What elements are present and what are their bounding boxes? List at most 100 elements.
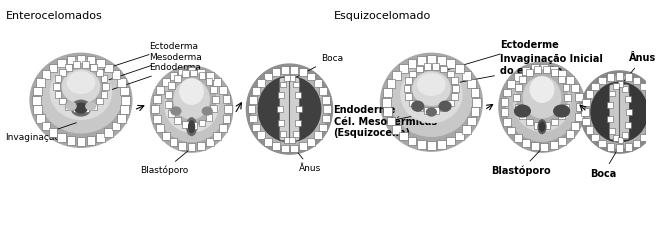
FancyBboxPatch shape xyxy=(293,131,299,137)
Ellipse shape xyxy=(515,105,530,117)
Ellipse shape xyxy=(67,72,95,94)
FancyBboxPatch shape xyxy=(153,115,161,123)
FancyBboxPatch shape xyxy=(182,70,188,77)
FancyBboxPatch shape xyxy=(82,61,89,68)
FancyBboxPatch shape xyxy=(649,118,656,125)
Ellipse shape xyxy=(150,66,233,152)
FancyBboxPatch shape xyxy=(503,89,511,96)
FancyBboxPatch shape xyxy=(197,142,205,150)
FancyBboxPatch shape xyxy=(57,59,66,67)
FancyBboxPatch shape xyxy=(607,116,613,122)
Ellipse shape xyxy=(186,118,196,136)
FancyBboxPatch shape xyxy=(248,105,256,113)
FancyBboxPatch shape xyxy=(36,78,45,87)
FancyBboxPatch shape xyxy=(314,79,322,87)
FancyBboxPatch shape xyxy=(281,66,289,74)
Ellipse shape xyxy=(517,70,567,125)
FancyBboxPatch shape xyxy=(399,131,408,140)
FancyBboxPatch shape xyxy=(168,82,175,89)
FancyBboxPatch shape xyxy=(59,98,66,104)
FancyBboxPatch shape xyxy=(219,124,227,132)
FancyBboxPatch shape xyxy=(96,69,103,76)
FancyBboxPatch shape xyxy=(455,131,464,140)
FancyBboxPatch shape xyxy=(409,100,416,106)
FancyBboxPatch shape xyxy=(451,77,458,84)
FancyBboxPatch shape xyxy=(462,71,471,80)
FancyBboxPatch shape xyxy=(625,122,631,128)
FancyBboxPatch shape xyxy=(210,86,217,93)
FancyBboxPatch shape xyxy=(387,79,395,88)
FancyBboxPatch shape xyxy=(613,83,619,89)
FancyBboxPatch shape xyxy=(76,137,86,146)
Text: Endoderme
Cél. Mesodérmicas
(Esquizocelia): Endoderme Cél. Mesodérmicas (Esquizoceli… xyxy=(333,105,437,138)
FancyBboxPatch shape xyxy=(314,131,322,139)
FancyBboxPatch shape xyxy=(319,123,327,131)
FancyBboxPatch shape xyxy=(90,64,97,71)
Ellipse shape xyxy=(507,69,577,141)
FancyBboxPatch shape xyxy=(281,145,289,152)
Ellipse shape xyxy=(426,108,436,116)
FancyBboxPatch shape xyxy=(616,145,623,152)
Ellipse shape xyxy=(57,64,105,109)
FancyBboxPatch shape xyxy=(219,86,227,94)
FancyBboxPatch shape xyxy=(73,61,80,68)
FancyBboxPatch shape xyxy=(96,98,103,104)
FancyBboxPatch shape xyxy=(640,134,647,141)
Ellipse shape xyxy=(530,77,554,102)
FancyBboxPatch shape xyxy=(519,76,526,83)
FancyBboxPatch shape xyxy=(179,69,186,76)
FancyBboxPatch shape xyxy=(405,77,412,84)
FancyBboxPatch shape xyxy=(571,122,579,130)
FancyBboxPatch shape xyxy=(277,120,283,126)
FancyBboxPatch shape xyxy=(403,85,411,92)
FancyBboxPatch shape xyxy=(252,123,260,131)
FancyBboxPatch shape xyxy=(417,56,426,65)
FancyBboxPatch shape xyxy=(392,125,401,133)
Ellipse shape xyxy=(380,53,482,151)
Text: Ânus: Ânus xyxy=(293,146,322,173)
FancyBboxPatch shape xyxy=(622,86,628,92)
Text: Blastóporo: Blastóporo xyxy=(140,148,191,175)
FancyBboxPatch shape xyxy=(598,77,606,84)
FancyBboxPatch shape xyxy=(616,72,623,80)
FancyBboxPatch shape xyxy=(563,104,569,111)
FancyBboxPatch shape xyxy=(297,106,302,112)
FancyBboxPatch shape xyxy=(446,59,455,68)
Ellipse shape xyxy=(499,62,585,152)
Text: Endoderma: Endoderma xyxy=(98,64,202,94)
FancyBboxPatch shape xyxy=(610,85,629,139)
FancyBboxPatch shape xyxy=(188,67,196,75)
FancyBboxPatch shape xyxy=(67,56,75,64)
FancyBboxPatch shape xyxy=(281,131,286,137)
FancyBboxPatch shape xyxy=(519,112,526,119)
FancyBboxPatch shape xyxy=(102,83,109,90)
FancyBboxPatch shape xyxy=(626,109,632,115)
Text: Mesoderma: Mesoderma xyxy=(98,53,202,84)
FancyBboxPatch shape xyxy=(165,101,172,108)
FancyBboxPatch shape xyxy=(293,81,299,87)
FancyBboxPatch shape xyxy=(552,69,558,76)
FancyBboxPatch shape xyxy=(322,115,330,123)
FancyBboxPatch shape xyxy=(53,83,60,90)
FancyBboxPatch shape xyxy=(153,95,161,103)
FancyBboxPatch shape xyxy=(534,66,541,73)
Ellipse shape xyxy=(591,82,648,142)
FancyBboxPatch shape xyxy=(197,69,205,76)
FancyBboxPatch shape xyxy=(565,130,573,138)
FancyBboxPatch shape xyxy=(223,95,231,103)
Ellipse shape xyxy=(158,73,225,142)
FancyBboxPatch shape xyxy=(168,110,175,117)
FancyBboxPatch shape xyxy=(515,104,521,111)
FancyBboxPatch shape xyxy=(409,71,416,77)
FancyBboxPatch shape xyxy=(440,105,447,111)
FancyBboxPatch shape xyxy=(564,94,571,101)
FancyBboxPatch shape xyxy=(645,126,653,134)
FancyBboxPatch shape xyxy=(453,85,459,92)
FancyBboxPatch shape xyxy=(543,122,550,129)
FancyBboxPatch shape xyxy=(121,96,130,105)
FancyBboxPatch shape xyxy=(471,107,480,116)
FancyBboxPatch shape xyxy=(382,98,391,107)
FancyBboxPatch shape xyxy=(179,142,186,150)
FancyBboxPatch shape xyxy=(162,132,170,140)
FancyBboxPatch shape xyxy=(515,84,521,91)
